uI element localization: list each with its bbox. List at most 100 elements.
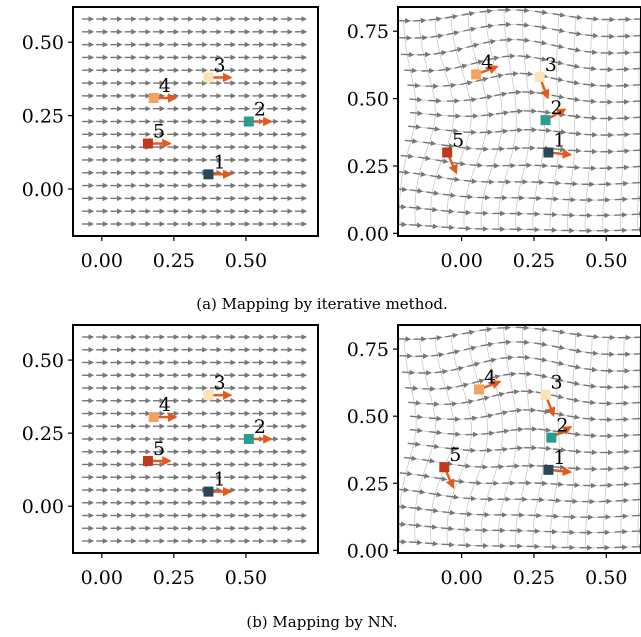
- mesh-line: [515, 327, 531, 547]
- field-arrow: [409, 539, 423, 546]
- field-arrow: [429, 112, 443, 118]
- field-arrow: [633, 65, 641, 72]
- field-arrow: [599, 482, 614, 489]
- mesh-line: [414, 339, 436, 543]
- field-arrow: [534, 326, 548, 333]
- field-arrow: [495, 128, 509, 135]
- field-arrow: [483, 357, 497, 364]
- field-arrow: [412, 489, 426, 495]
- mesh-line: [480, 329, 504, 546]
- field-arrow: [551, 43, 565, 50]
- field-arrow: [534, 162, 548, 169]
- y-tick-label: 0.50: [22, 32, 64, 54]
- field-arrow: [461, 329, 475, 336]
- field-arrow: [443, 82, 457, 89]
- mesh-line: [406, 155, 640, 169]
- field-arrow: [429, 491, 443, 498]
- field-arrow: [495, 446, 509, 453]
- field-arrow: [431, 352, 445, 358]
- y-tick-label: 0.25: [22, 423, 64, 445]
- field-arrow: [434, 368, 449, 375]
- field-arrow: [463, 345, 477, 351]
- field-arrow: [440, 525, 455, 532]
- data-point-5: [439, 462, 450, 473]
- field-arrow: [509, 407, 523, 414]
- field-arrow: [480, 341, 494, 348]
- field-arrow: [631, 528, 641, 534]
- data-point-3: [203, 72, 214, 83]
- y-tick-label: 0.25: [22, 106, 64, 128]
- field-arrow: [400, 153, 414, 160]
- field-arrow: [398, 186, 408, 193]
- field-arrow: [442, 192, 457, 198]
- field-arrow: [459, 511, 473, 517]
- field-arrow: [632, 81, 641, 88]
- field-arrow: [424, 206, 438, 213]
- field-arrow: [405, 385, 419, 391]
- field-arrow: [479, 326, 493, 333]
- field-arrow: [459, 194, 474, 200]
- field-arrow: [404, 138, 418, 144]
- point-label-1: 1: [553, 129, 565, 151]
- field-arrow: [459, 80, 473, 86]
- field-arrow: [445, 446, 459, 452]
- field-arrow: [614, 196, 628, 203]
- y-tick-label: 0.00: [22, 496, 64, 518]
- field-arrow: [476, 395, 490, 402]
- field-arrow: [566, 79, 580, 86]
- field-arrow: [531, 496, 545, 503]
- field-arrow: [520, 388, 535, 395]
- x-tick-label: 0.25: [513, 567, 555, 589]
- field-arrow: [479, 8, 493, 15]
- field-arrow: [616, 115, 630, 121]
- field-arrow: [551, 360, 565, 366]
- field-arrow: [494, 91, 508, 98]
- field-arrow: [538, 445, 552, 452]
- field-arrow: [503, 371, 517, 377]
- field-arrow: [409, 427, 423, 434]
- field-arrow: [586, 333, 600, 340]
- field-arrow: [441, 541, 455, 548]
- axes-frame: [397, 6, 641, 237]
- field-arrow: [439, 385, 453, 391]
- field-arrow: [445, 332, 459, 339]
- data-point-4: [471, 69, 482, 80]
- mesh-line: [497, 9, 517, 230]
- field-arrow: [553, 447, 567, 453]
- field-arrow: [498, 339, 512, 346]
- field-arrow: [451, 365, 464, 372]
- field-arrow: [516, 7, 530, 14]
- y-tick-label: 0.50: [347, 406, 389, 428]
- field-arrow: [633, 147, 641, 153]
- field-arrow: [450, 46, 463, 53]
- field-arrow: [398, 504, 408, 510]
- field-arrow: [569, 14, 583, 21]
- caption-b: (b) Mapping by NN.: [246, 613, 397, 631]
- field-arrow: [583, 432, 597, 439]
- field-arrow: [461, 10, 476, 17]
- field-arrow: [410, 188, 424, 194]
- field-arrow: [413, 171, 427, 177]
- y-tick-label: 0.50: [347, 89, 389, 111]
- field-arrow: [584, 366, 598, 373]
- field-arrow: [516, 325, 530, 331]
- data-point-2: [540, 115, 551, 126]
- axes-frame: [397, 324, 641, 554]
- vector-field: [398, 7, 641, 234]
- field-arrow: [614, 528, 628, 535]
- axes-frame: [72, 324, 319, 554]
- field-arrow: [584, 131, 598, 138]
- field-arrow: [441, 143, 455, 149]
- field-arrow: [429, 174, 444, 180]
- field-arrow: [447, 431, 461, 437]
- field-arrow: [568, 113, 582, 120]
- field-arrow: [567, 47, 582, 53]
- field-arrow: [534, 39, 548, 46]
- panel-a-right: 0.00 0.25 0.50 0.00 0.25 0.50 0.75 1 2 3 4 5: [347, 6, 641, 272]
- field-arrow: [632, 431, 641, 438]
- field-arrow: [566, 414, 581, 420]
- field-arrow: [568, 147, 582, 154]
- field-arrow: [537, 408, 551, 415]
- point-label-1: 1: [553, 447, 565, 469]
- point-label-5: 5: [153, 121, 165, 143]
